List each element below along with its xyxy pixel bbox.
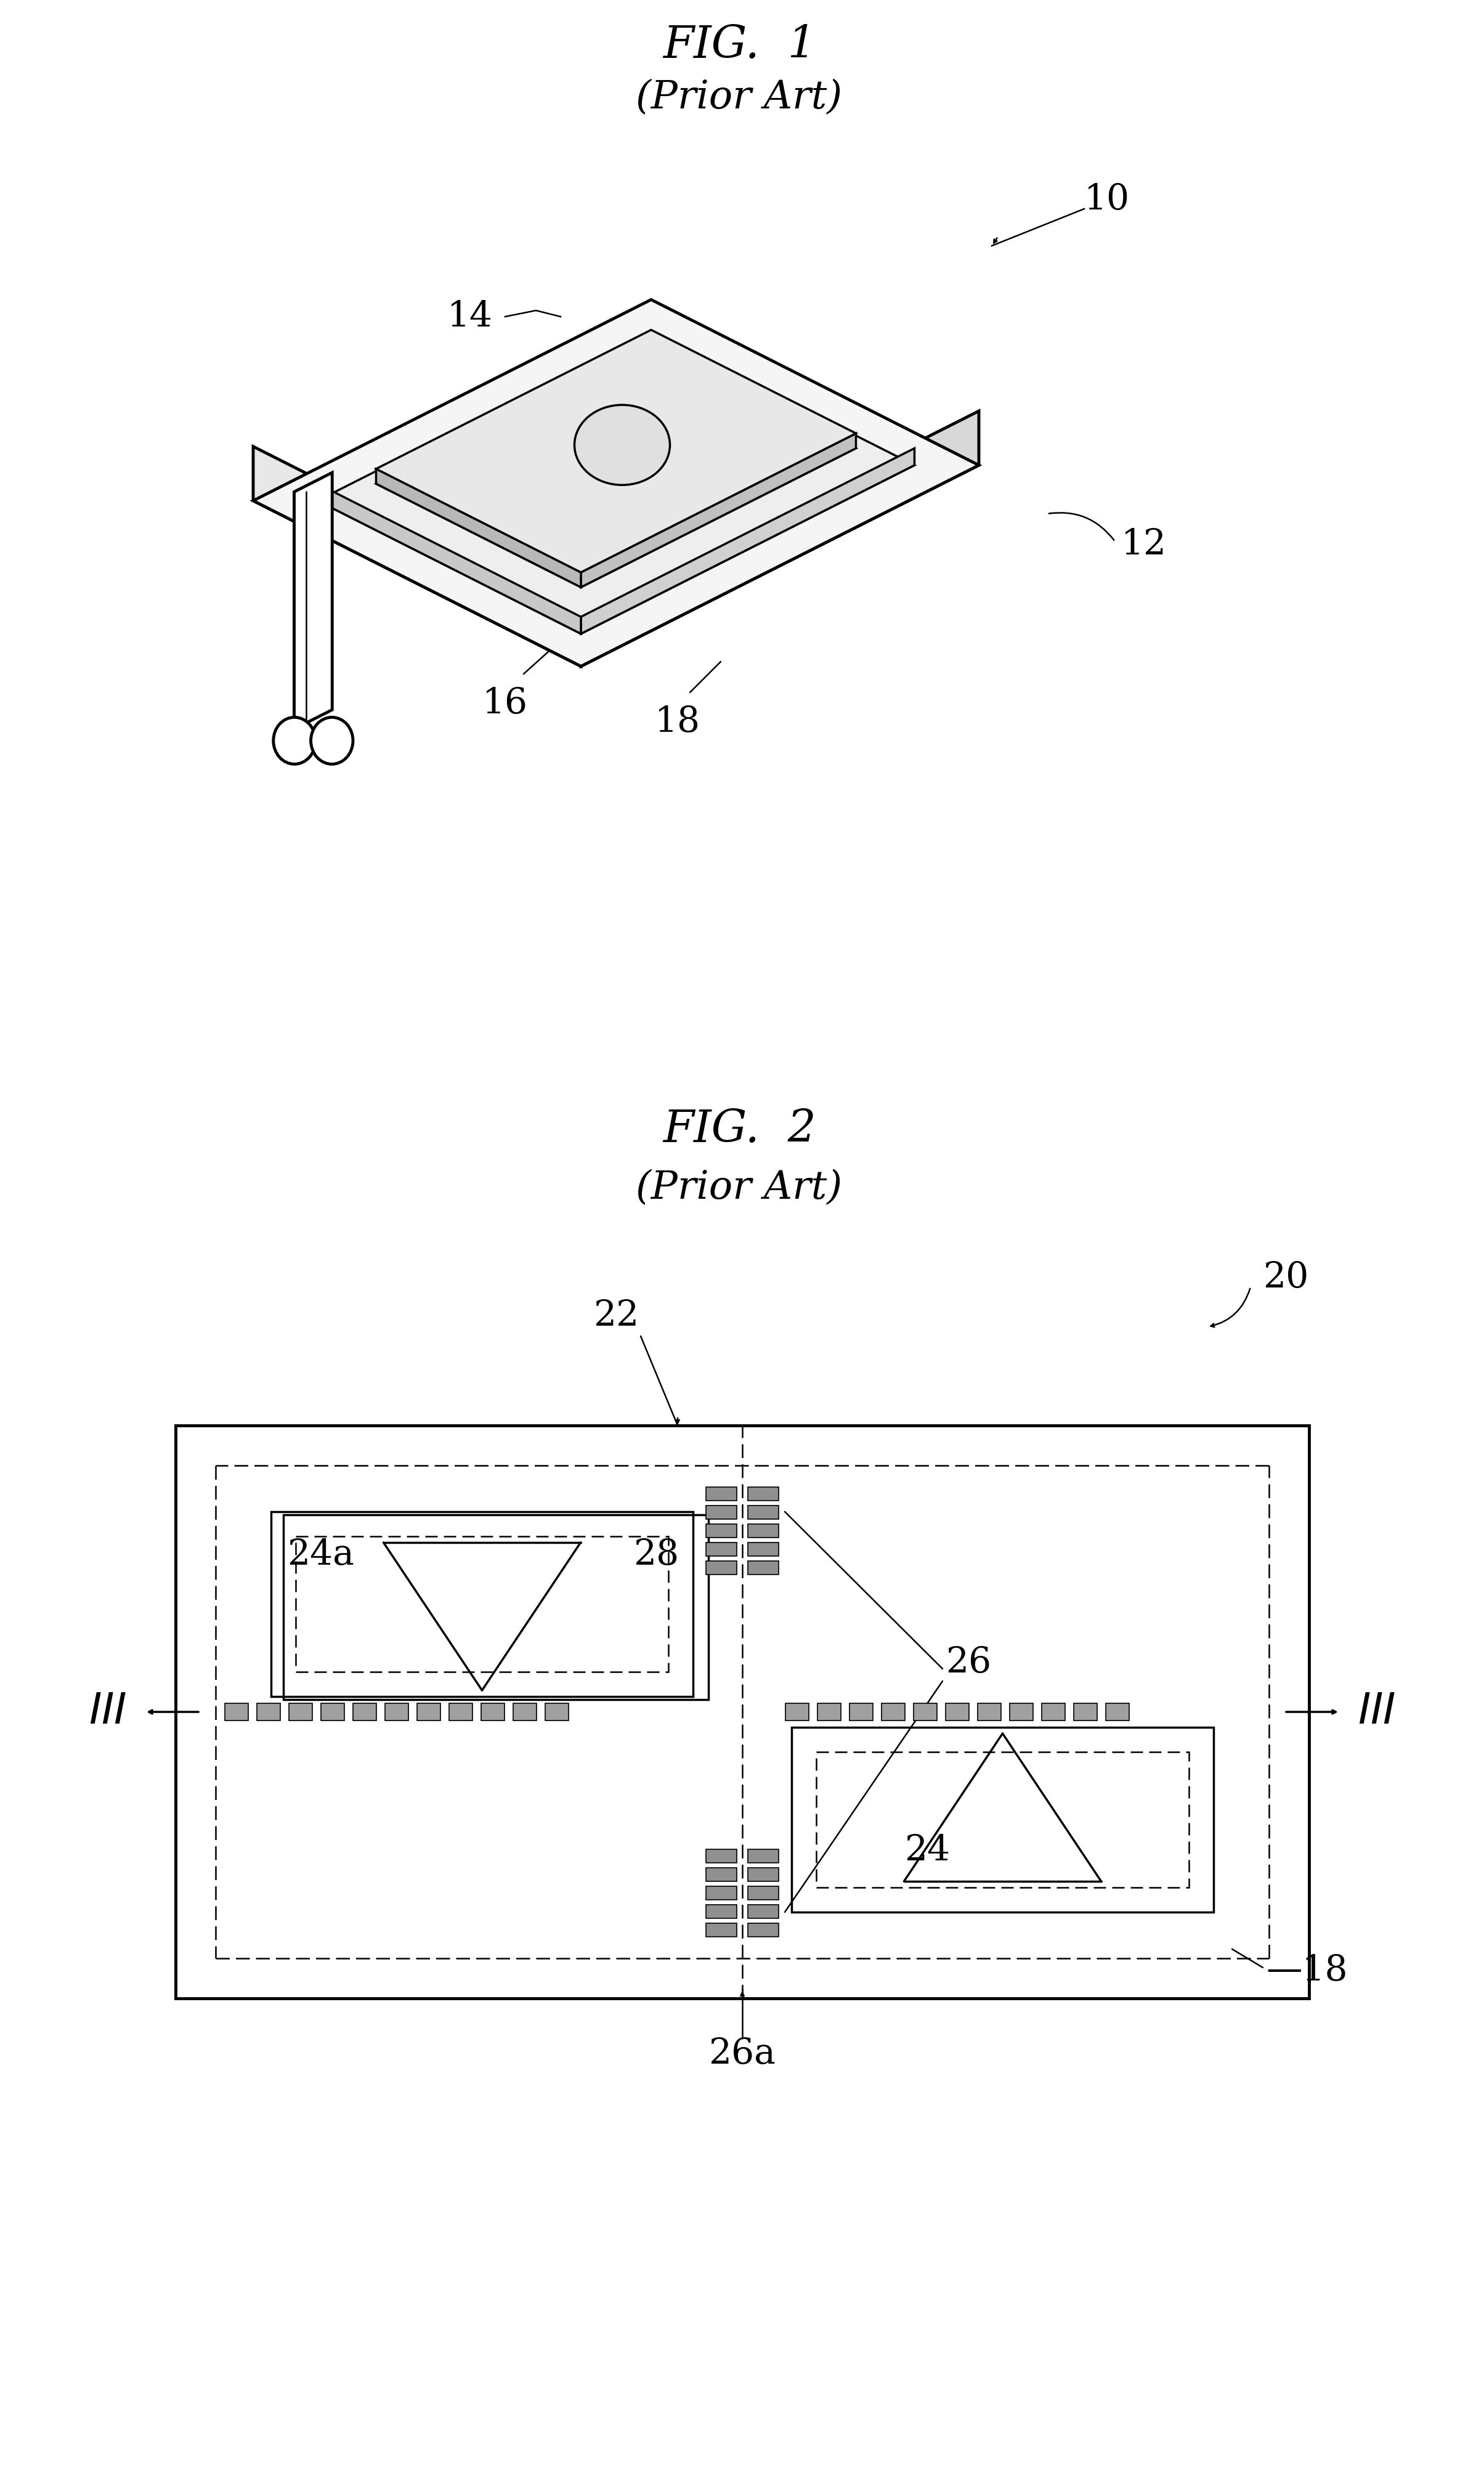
Polygon shape — [294, 472, 332, 728]
Bar — [706, 1523, 736, 1538]
Text: FIG.  1: FIG. 1 — [663, 25, 816, 67]
Text: 22: 22 — [594, 1300, 640, 1332]
Polygon shape — [318, 485, 580, 634]
Bar — [706, 1486, 736, 1501]
Bar — [226, 1702, 248, 1720]
Polygon shape — [254, 447, 580, 666]
Bar — [748, 1506, 779, 1518]
Bar — [450, 1702, 472, 1720]
Bar — [881, 1702, 905, 1720]
Bar — [384, 1702, 408, 1720]
Bar — [1074, 1702, 1097, 1720]
Bar — [785, 1702, 809, 1720]
Polygon shape — [580, 410, 979, 666]
Bar — [289, 1702, 312, 1720]
Bar — [706, 1561, 736, 1575]
Polygon shape — [580, 447, 914, 634]
Bar — [706, 1849, 736, 1864]
Bar — [748, 1923, 779, 1936]
Polygon shape — [375, 331, 856, 572]
Text: 26a: 26a — [709, 2038, 776, 2070]
Polygon shape — [254, 301, 979, 666]
Bar — [748, 1886, 779, 1901]
Bar — [706, 1923, 736, 1936]
Bar — [818, 1702, 841, 1720]
Text: FIG.  2: FIG. 2 — [663, 1108, 816, 1151]
Text: (Prior Art): (Prior Art) — [637, 1170, 843, 1208]
Text: $\mathit{III}$: $\mathit{III}$ — [1358, 1692, 1396, 1732]
Bar — [914, 1702, 936, 1720]
Bar — [748, 1523, 779, 1538]
Bar — [257, 1702, 280, 1720]
Text: 24a: 24a — [286, 1538, 353, 1573]
Polygon shape — [375, 470, 580, 586]
Text: 28: 28 — [634, 1538, 678, 1573]
Text: 16: 16 — [482, 686, 528, 721]
Text: —18: —18 — [1266, 1953, 1347, 1988]
Bar — [706, 1506, 736, 1518]
Text: (Prior Art): (Prior Art) — [637, 80, 843, 117]
Text: 26: 26 — [945, 1645, 991, 1680]
Text: 10: 10 — [1085, 181, 1129, 216]
Bar — [748, 1561, 779, 1575]
Bar — [353, 1702, 377, 1720]
Bar — [1106, 1702, 1129, 1720]
Bar — [748, 1869, 779, 1881]
Bar — [748, 1849, 779, 1864]
Ellipse shape — [574, 405, 669, 485]
Text: 24: 24 — [904, 1834, 950, 1869]
Text: 18: 18 — [654, 706, 700, 738]
Text: 12: 12 — [1122, 527, 1166, 562]
Bar — [1042, 1702, 1066, 1720]
Bar — [748, 1904, 779, 1918]
Bar — [481, 1702, 505, 1720]
Bar — [706, 1904, 736, 1918]
Text: 20: 20 — [1263, 1260, 1309, 1295]
Bar — [321, 1702, 344, 1720]
Bar — [849, 1702, 873, 1720]
Bar — [1009, 1702, 1033, 1720]
Bar — [748, 1543, 779, 1556]
Text: 14: 14 — [447, 298, 493, 333]
Bar — [945, 1702, 969, 1720]
Bar — [978, 1702, 1002, 1720]
Polygon shape — [375, 345, 856, 586]
Ellipse shape — [310, 718, 353, 763]
Bar — [513, 1702, 537, 1720]
Polygon shape — [318, 333, 914, 634]
Bar — [706, 1869, 736, 1881]
Bar — [748, 1486, 779, 1501]
Polygon shape — [580, 432, 856, 586]
Text: $\mathit{III}$: $\mathit{III}$ — [89, 1692, 126, 1732]
Bar — [706, 1543, 736, 1556]
Bar — [706, 1886, 736, 1901]
Bar — [417, 1702, 441, 1720]
Bar — [545, 1702, 568, 1720]
Ellipse shape — [273, 718, 316, 763]
